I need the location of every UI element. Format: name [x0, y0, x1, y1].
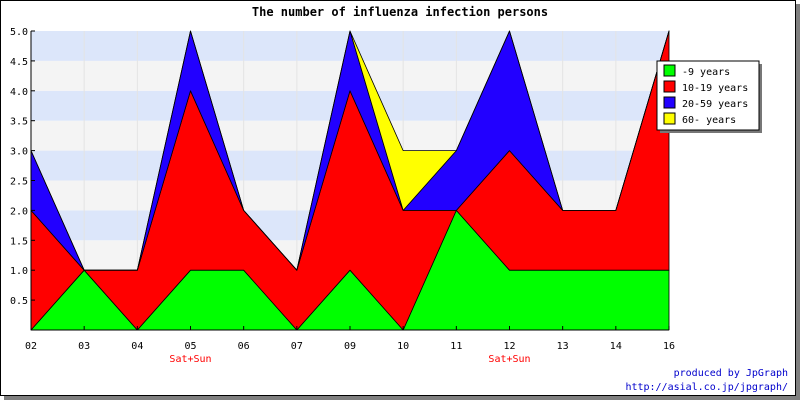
plot-areas [30, 30, 670, 331]
credit-line-1: produced by JpGraph [674, 368, 788, 379]
x-tick-label: 16 [663, 341, 675, 352]
x-tick-label: 02 [25, 341, 37, 352]
y-tick-label: 3.0 [10, 147, 28, 158]
y-tick-label: 2.5 [10, 177, 28, 188]
x-tick-label: 13 [557, 341, 569, 352]
y-tick-label: 4.5 [10, 57, 28, 68]
legend-label: 60- years [682, 115, 736, 126]
legend-swatch [663, 96, 676, 109]
chart-title: The number of influenza infection person… [252, 5, 548, 19]
x-tick-label: 05 [184, 341, 196, 352]
axes: 0.5 1.0 1.5 2.0 2.5 3.0 3.5 4.0 4.5 5.0 02 03 04 05 Sa… [10, 27, 675, 365]
y-tick-label: 1.0 [10, 266, 28, 277]
x-tick-label: 12 [503, 341, 515, 352]
y-tick-label: 5.0 [10, 27, 28, 38]
y-tick-label: 1.5 [10, 236, 28, 247]
legend-label: -9 years [682, 67, 730, 78]
legend-label: 20-59 years [682, 99, 748, 110]
y-tick-label: 4.0 [10, 87, 28, 98]
x-tick-label: 04 [131, 341, 143, 352]
x-tick-label: 10 [397, 341, 409, 352]
x-tick-label: 14 [610, 341, 622, 352]
legend-label: 10-19 years [682, 83, 748, 94]
x-tick-label: 03 [78, 341, 90, 352]
y-tick-label: 0.5 [10, 296, 28, 307]
x-tick-label: 09 [344, 341, 356, 352]
x-tick-label: 06 [238, 341, 250, 352]
credit-line-2: http://asial.co.jp/jpgraph/ [625, 382, 788, 393]
legend-swatch [663, 112, 676, 125]
y-tick-label: 2.0 [10, 206, 28, 217]
x-sublabel: Sat+Sun [169, 354, 211, 365]
y-tick-label: 3.5 [10, 117, 28, 128]
x-tick-label: 07 [291, 341, 303, 352]
legend: -9 years 10-19 years 20-59 years 60- years [656, 60, 762, 133]
x-tick-label: 11 [450, 341, 462, 352]
x-sublabel: Sat+Sun [488, 354, 530, 365]
area-series-4 [30, 30, 670, 271]
legend-swatch [663, 64, 676, 77]
legend-swatch [663, 80, 676, 93]
